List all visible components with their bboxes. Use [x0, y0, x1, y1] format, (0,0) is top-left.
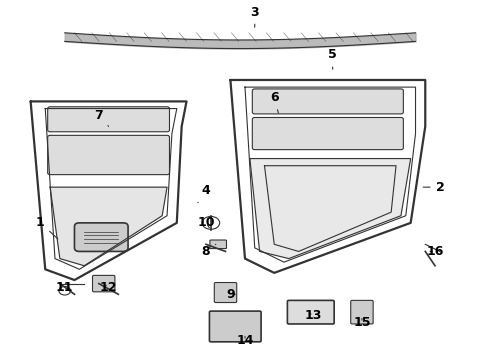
Text: 14: 14 [236, 334, 254, 347]
Text: 10: 10 [197, 216, 215, 229]
FancyBboxPatch shape [48, 135, 170, 175]
FancyBboxPatch shape [48, 107, 170, 132]
Text: 15: 15 [353, 316, 370, 329]
FancyBboxPatch shape [210, 240, 226, 249]
Polygon shape [250, 158, 411, 258]
Polygon shape [50, 187, 167, 266]
Text: 13: 13 [304, 309, 322, 322]
FancyBboxPatch shape [252, 89, 403, 114]
Text: 9: 9 [226, 288, 235, 301]
Text: 7: 7 [95, 109, 109, 126]
Text: 2: 2 [423, 181, 444, 194]
Text: 3: 3 [250, 6, 259, 27]
Text: 4: 4 [198, 184, 210, 203]
FancyBboxPatch shape [214, 283, 237, 302]
FancyBboxPatch shape [288, 300, 334, 324]
Text: 1: 1 [36, 216, 58, 239]
FancyBboxPatch shape [252, 117, 403, 150]
Polygon shape [265, 166, 396, 251]
FancyBboxPatch shape [209, 311, 261, 342]
FancyBboxPatch shape [351, 300, 373, 324]
Text: 8: 8 [202, 244, 216, 258]
Text: 12: 12 [100, 281, 117, 294]
Text: 16: 16 [426, 245, 444, 258]
Text: 5: 5 [328, 49, 337, 69]
Text: 11: 11 [56, 281, 74, 294]
Text: 6: 6 [270, 91, 278, 113]
FancyBboxPatch shape [93, 275, 115, 292]
FancyBboxPatch shape [74, 223, 128, 251]
